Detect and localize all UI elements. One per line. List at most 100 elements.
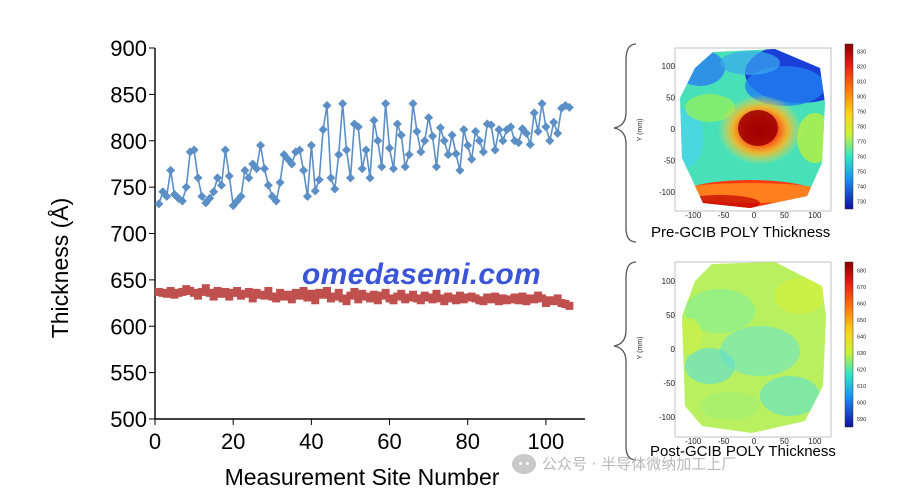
data-point bbox=[361, 145, 371, 155]
map-y-tick-label: 100 bbox=[662, 62, 676, 71]
colorbar-tick-label: 610 bbox=[857, 384, 866, 390]
colorbar-tick-label: 780 bbox=[857, 125, 866, 131]
data-point bbox=[314, 175, 324, 185]
colorbar-tick-label: 770 bbox=[857, 140, 866, 146]
colorbar-tick-label: 630 bbox=[857, 351, 866, 357]
colorbar-tick-label: 820 bbox=[857, 65, 866, 71]
data-point bbox=[216, 180, 226, 190]
data-point bbox=[201, 284, 210, 293]
colorbar-tick-label: 730 bbox=[857, 200, 866, 206]
data-point bbox=[537, 99, 547, 109]
y-axis-label: Thickness (Å) bbox=[46, 198, 73, 339]
data-point bbox=[287, 159, 297, 169]
data-point bbox=[467, 154, 477, 164]
y-tick-label: 750 bbox=[110, 175, 147, 200]
data-point bbox=[451, 149, 461, 159]
y-tick-label: 600 bbox=[110, 314, 147, 339]
data-point bbox=[357, 164, 367, 174]
data-point bbox=[260, 291, 269, 300]
map-x-tick-label: 100 bbox=[808, 437, 822, 446]
data-point bbox=[525, 139, 535, 149]
data-point bbox=[306, 140, 316, 150]
pre-gcib-caption: Pre-GCIB POLY Thickness bbox=[651, 224, 831, 241]
x-tick-label: 100 bbox=[528, 429, 565, 454]
data-point bbox=[381, 288, 390, 297]
map-x-tick-label: 0 bbox=[752, 211, 757, 220]
data-point bbox=[240, 165, 250, 175]
data-point bbox=[431, 162, 441, 172]
data-point bbox=[392, 119, 402, 129]
data-point bbox=[252, 164, 262, 174]
data-point bbox=[459, 125, 469, 135]
x-tick-label: 80 bbox=[455, 429, 479, 454]
data-point bbox=[302, 191, 312, 201]
data-point bbox=[365, 173, 375, 183]
data-point bbox=[428, 131, 438, 141]
data-point bbox=[491, 292, 500, 301]
site-watermark: omedasemi.com bbox=[302, 258, 541, 291]
data-point bbox=[264, 287, 273, 296]
colorbar-tick-label: 600 bbox=[857, 400, 866, 406]
colorbar-tick-label: 790 bbox=[857, 110, 866, 116]
data-point bbox=[412, 126, 422, 136]
map-y-tick-label: 0 bbox=[671, 345, 676, 354]
data-point bbox=[154, 199, 164, 209]
wechat-watermark-text: 公众号 · 半导体微纳加工上厂 bbox=[542, 455, 737, 473]
colorbar-tick-label: 650 bbox=[857, 318, 866, 324]
wechat-icon bbox=[512, 453, 536, 474]
data-point bbox=[259, 164, 269, 174]
data-point bbox=[490, 145, 500, 155]
pre-gcib-panel: 830 820 810 800 790 780 770 760 750 740 730 -100 -5… bbox=[600, 38, 890, 248]
data-point bbox=[440, 297, 449, 306]
pre-y-axis-label: Y (mm) bbox=[637, 119, 644, 142]
colorbar-tick-label: 760 bbox=[857, 155, 866, 161]
data-point bbox=[478, 147, 488, 157]
data-point bbox=[506, 122, 516, 132]
data-point bbox=[404, 150, 414, 160]
data-point bbox=[205, 193, 215, 203]
data-point bbox=[538, 294, 546, 303]
colorbar-tick-label: 810 bbox=[857, 80, 866, 86]
data-point bbox=[334, 288, 343, 297]
data-point bbox=[533, 126, 543, 136]
post-gcib-map-fill bbox=[682, 262, 826, 433]
data-point bbox=[213, 173, 223, 183]
data-point bbox=[330, 184, 340, 194]
wechat-watermark: 公众号 · 半导体微纳加工上厂 bbox=[512, 453, 736, 474]
map-y-tick-label: -100 bbox=[659, 413, 676, 422]
post-gcib-caption: Post-GCIB POLY Thickness bbox=[650, 443, 836, 460]
bracket-icon bbox=[613, 43, 637, 243]
x-tick-label: 0 bbox=[149, 429, 161, 454]
y-tick-label: 650 bbox=[110, 268, 147, 293]
map-x-tick-label: 0 bbox=[752, 437, 757, 446]
data-point bbox=[565, 301, 574, 310]
data-point bbox=[381, 99, 391, 109]
data-point bbox=[299, 165, 309, 175]
data-point bbox=[197, 191, 207, 201]
colorbar-tick-label: 620 bbox=[857, 367, 866, 373]
y-tick-label: 550 bbox=[110, 361, 147, 386]
y-tick-label: 900 bbox=[110, 36, 147, 61]
data-point bbox=[177, 196, 187, 206]
data-point bbox=[369, 290, 378, 299]
data-point bbox=[494, 125, 504, 135]
data-point bbox=[408, 99, 418, 109]
data-point bbox=[244, 173, 254, 183]
colorbar-tick-label: 670 bbox=[857, 285, 866, 291]
map-x-tick-label: -50 bbox=[718, 437, 730, 446]
data-point bbox=[342, 297, 351, 306]
data-point bbox=[432, 289, 441, 298]
data-point bbox=[498, 136, 508, 146]
data-point bbox=[283, 290, 292, 299]
data-point bbox=[318, 125, 328, 135]
y-tick-label: 800 bbox=[110, 129, 147, 154]
map-x-tick-label: 50 bbox=[780, 211, 789, 220]
data-point bbox=[529, 108, 539, 118]
map-x-tick-label: -50 bbox=[718, 211, 730, 220]
data-point bbox=[326, 173, 336, 183]
data-point bbox=[424, 113, 434, 123]
data-point bbox=[236, 191, 246, 201]
data-point bbox=[474, 136, 484, 146]
data-point bbox=[416, 296, 425, 305]
data-point bbox=[443, 150, 453, 160]
